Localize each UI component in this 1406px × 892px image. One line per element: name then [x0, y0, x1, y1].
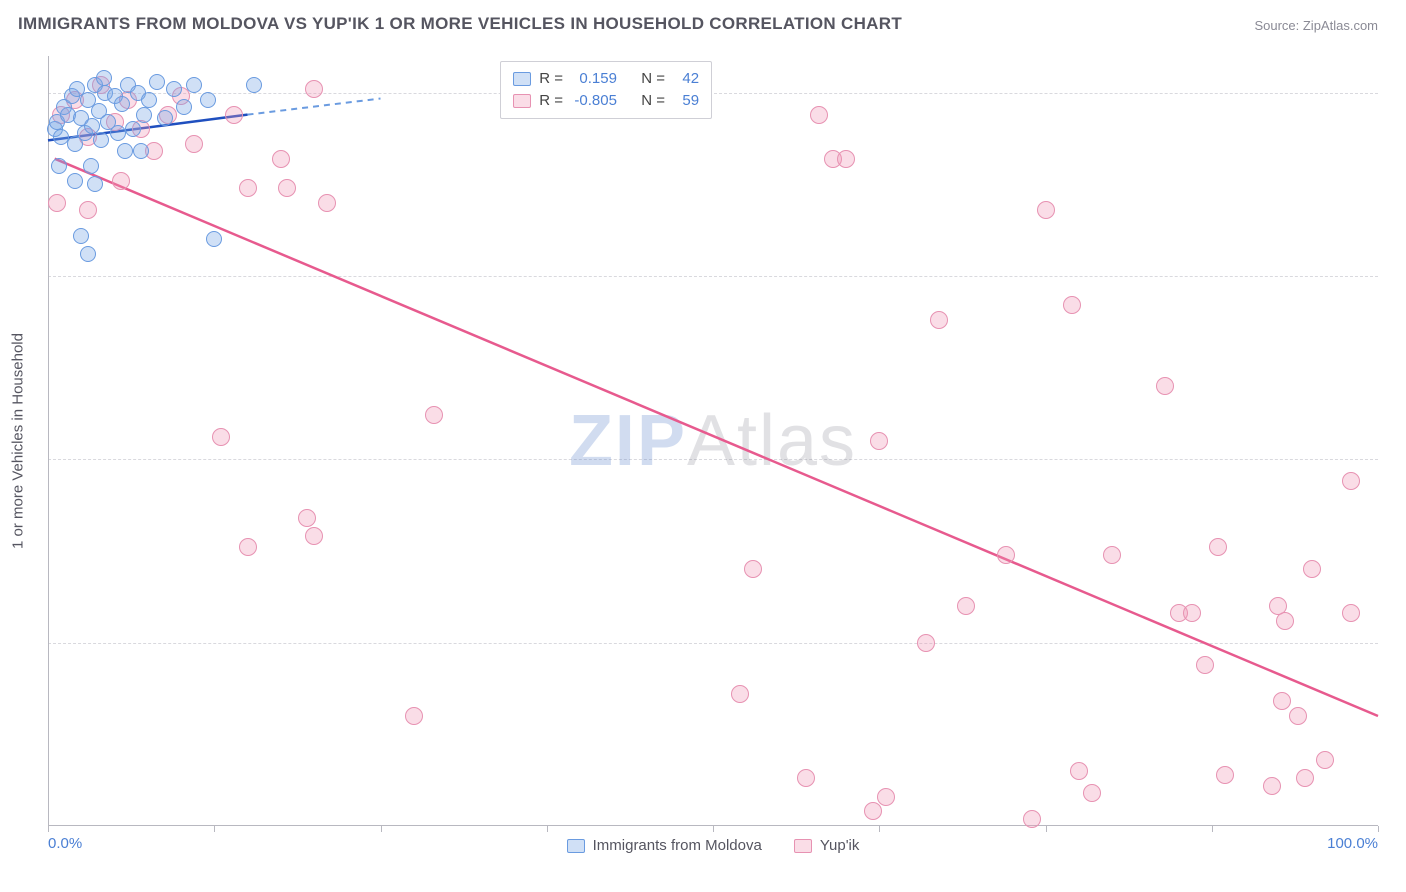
correlation-legend: R = 0.159 N = 42 R = -0.805 N = 59 [500, 61, 712, 119]
plot-area: 1 or more Vehicles in Household 0.0%100.… [48, 56, 1378, 826]
trend-lines [48, 56, 1378, 826]
moldova-R-value: 0.159 [569, 68, 617, 90]
legend-row-moldova: R = 0.159 N = 42 [513, 68, 699, 90]
x-tick-mark [381, 826, 382, 832]
swatch-yupik [513, 94, 531, 108]
moldova-trend-extrapolation [248, 99, 381, 115]
legend-item-yupik: Yup'ik [794, 837, 860, 854]
legend-N-label-2: N = [641, 90, 665, 112]
legend-item-moldova: Immigrants from Moldova [567, 837, 762, 854]
chart-title: IMMIGRANTS FROM MOLDOVA VS YUP'IK 1 OR M… [18, 14, 902, 34]
swatch-moldova [513, 72, 531, 86]
x-tick-mark [1378, 826, 1379, 832]
swatch-moldova-bottom [567, 839, 585, 853]
moldova-series-label: Immigrants from Moldova [593, 837, 762, 854]
x-tick-mark [713, 826, 714, 832]
yupik-N-value: 59 [671, 90, 699, 112]
x-tick-mark [48, 826, 49, 832]
x-tick-mark [879, 826, 880, 832]
moldova-trend-line [48, 115, 248, 141]
legend-N-label: N = [641, 68, 665, 90]
x-tick-mark [1212, 826, 1213, 832]
source-label: Source: ZipAtlas.com [1254, 18, 1378, 33]
legend-R-label: R = [539, 68, 563, 90]
y-axis-title: 1 or more Vehicles in Household [10, 333, 27, 549]
legend-row-yupik: R = -0.805 N = 59 [513, 90, 699, 112]
x-tick-mark [547, 826, 548, 832]
series-legend: Immigrants from Moldova Yup'ik [48, 837, 1378, 854]
yupik-series-label: Yup'ik [820, 837, 860, 854]
yupik-R-value: -0.805 [569, 90, 617, 112]
moldova-N-value: 42 [671, 68, 699, 90]
legend-R-label-2: R = [539, 90, 563, 112]
yupik-trend-line [55, 159, 1378, 716]
x-tick-mark [1046, 826, 1047, 832]
x-tick-mark [214, 826, 215, 832]
swatch-yupik-bottom [794, 839, 812, 853]
